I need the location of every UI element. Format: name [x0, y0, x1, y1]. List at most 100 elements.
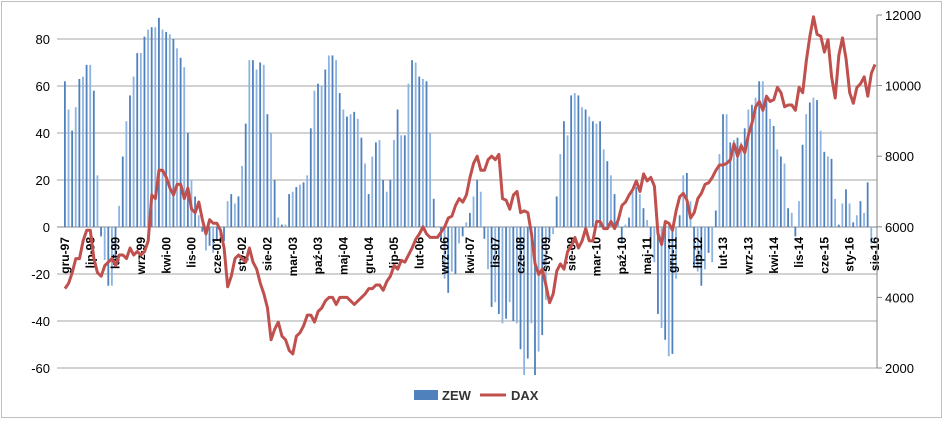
zew-bar	[168, 34, 171, 227]
zew-bar	[215, 227, 218, 242]
x-tick-label: gru-11	[666, 237, 680, 273]
zew-bar	[385, 191, 388, 227]
zew-bar	[664, 227, 667, 340]
zew-bar	[389, 180, 392, 227]
x-tick-label: kwi-07	[463, 237, 477, 274]
zew-bar	[870, 227, 873, 244]
x-tick-label: mar-03	[286, 237, 300, 277]
x-tick-label: sty-09	[539, 237, 553, 272]
zew-bar	[508, 227, 511, 303]
x-tick-label: mar-10	[590, 237, 604, 277]
zew-bar	[96, 175, 99, 227]
zew-bar	[714, 210, 717, 227]
legend-zew-label: ZEW	[442, 388, 472, 403]
zew-bar	[823, 151, 826, 227]
zew-bar	[107, 227, 110, 286]
zew-bar	[64, 81, 66, 227]
legend: ZEW DAX	[414, 388, 539, 403]
zew-bar	[624, 224, 627, 227]
zew-bar	[476, 180, 479, 227]
dax-line	[63, 15, 877, 356]
zew-bar	[320, 86, 323, 227]
zew-bar	[599, 121, 601, 227]
zew-bar	[790, 212, 793, 227]
x-tick-label: gru-04	[362, 237, 376, 274]
x-tick-label: wrz-13	[741, 237, 755, 276]
zew-bar	[421, 78, 424, 227]
zew-bar	[82, 76, 84, 227]
zew-bar	[197, 215, 200, 227]
zew-bar	[407, 83, 410, 228]
zew-bar	[241, 165, 243, 227]
zew-bar	[610, 175, 612, 227]
zew-bar	[479, 191, 482, 227]
zew-bar	[704, 227, 706, 270]
zew-bar	[588, 116, 591, 227]
zew-bar	[262, 64, 265, 227]
zew-bar	[299, 184, 301, 227]
zew-bar	[436, 227, 439, 228]
zew-bar	[74, 107, 77, 227]
zew-bar	[487, 227, 489, 270]
zew-bar	[143, 36, 146, 228]
x-tick-label: kwi-14	[767, 237, 781, 274]
zew-bar	[67, 109, 70, 227]
zew-bars	[64, 17, 876, 376]
zew-bar	[649, 227, 652, 249]
zew-bar	[161, 29, 164, 227]
x-tick-label: kwi-00	[159, 237, 173, 274]
zew-bar	[118, 205, 121, 227]
zew-bar	[374, 142, 377, 227]
zew-bar	[855, 215, 858, 227]
x-tick-label: lis-07	[488, 237, 502, 268]
zew-bar	[653, 227, 656, 263]
zew-bar	[497, 227, 500, 314]
zew-bar	[606, 161, 609, 227]
x-tick-label: gru-97	[58, 237, 72, 274]
zew-bar	[147, 29, 149, 227]
x-tick-label: sie-16	[868, 237, 882, 271]
zew-bar	[776, 149, 779, 227]
zew-bar	[816, 100, 818, 227]
zew-bar	[845, 189, 847, 227]
zew-bar	[183, 67, 186, 227]
zew-bar	[787, 208, 790, 227]
zew-bar	[414, 62, 417, 227]
zew-bar	[226, 201, 229, 227]
zew-bar	[71, 130, 74, 227]
zew-bar	[331, 55, 334, 228]
zew-bar	[443, 227, 446, 279]
zew-bar	[613, 194, 616, 227]
x-tick-label: lis-14	[792, 237, 806, 268]
zew-bar	[747, 109, 750, 227]
zew-bar	[671, 227, 674, 354]
x-axis-labels: gru-97 lip-98 lut-99 wrz-99 kwi-00 lis-00 cze-…	[58, 237, 882, 277]
right-y-tick-label: 6000	[885, 220, 914, 235]
zew-bar	[830, 158, 833, 227]
zew-bar	[411, 60, 413, 228]
zew-bar	[85, 64, 88, 227]
zew-bar	[129, 95, 131, 228]
zew-bar	[805, 114, 808, 227]
zew-bar	[801, 144, 804, 227]
zew-bar	[92, 90, 95, 227]
zew-bar	[779, 156, 782, 227]
zew-bar	[620, 227, 623, 244]
zew-bar	[458, 227, 460, 244]
zew-bar	[342, 109, 345, 227]
zew-bar	[158, 17, 160, 227]
x-tick-label: wrz-06	[438, 237, 452, 276]
zew-bar	[667, 227, 670, 357]
zew-bar	[252, 60, 254, 228]
zew-bar	[566, 135, 569, 227]
zew-bar	[751, 104, 753, 227]
zew-bar	[494, 227, 497, 303]
zew-bar	[657, 227, 659, 314]
x-tick-label: cze-08	[514, 237, 528, 274]
zew-bar	[570, 95, 573, 228]
dax-line-group	[63, 15, 877, 356]
x-tick-label: cze-15	[817, 237, 831, 274]
zew-bar	[732, 140, 735, 227]
